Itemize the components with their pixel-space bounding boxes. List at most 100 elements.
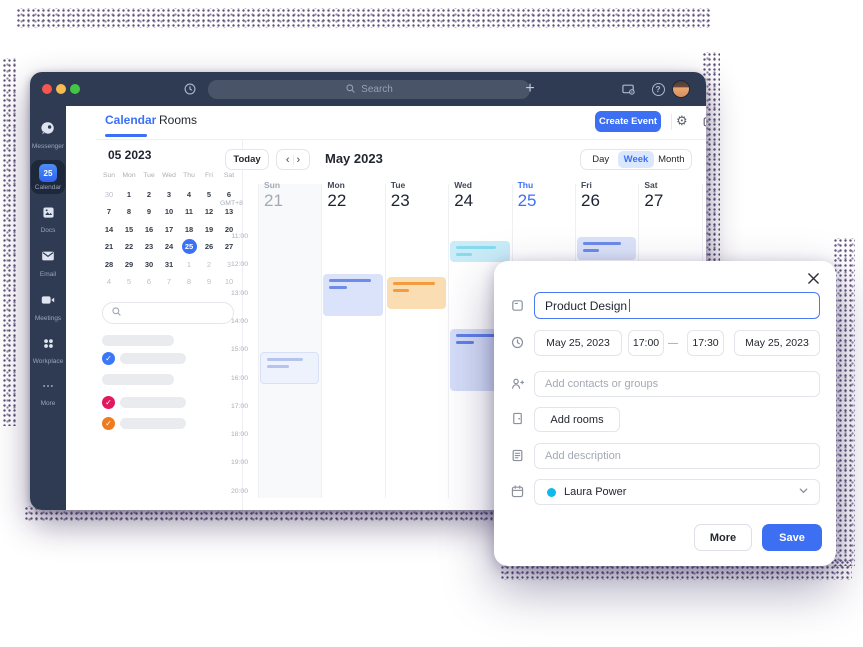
display-settings-icon[interactable] [620, 81, 636, 97]
mini-calendar-date[interactable]: 9 [139, 203, 159, 221]
mini-calendar-date[interactable]: 19 [199, 221, 219, 239]
sidebar-item-email[interactable]: Email [31, 244, 65, 281]
mini-calendar-date[interactable]: 11 [179, 203, 199, 221]
mini-calendar-date[interactable]: 20 [219, 221, 239, 239]
mini-calendar-date[interactable]: 7 [159, 273, 179, 291]
tab-calendar[interactable]: Calendar [105, 113, 157, 127]
mini-calendar-date[interactable]: 2 [139, 186, 159, 204]
mini-calendar-date[interactable]: 31 [159, 256, 179, 274]
end-date-field[interactable]: May 25, 2023 [734, 330, 820, 356]
contacts-input[interactable]: Add contacts or groups [534, 371, 820, 397]
mini-calendar-date[interactable]: 16 [139, 221, 159, 239]
user-avatar[interactable] [672, 80, 690, 98]
sidebar-item-messenger[interactable]: Messenger [31, 116, 65, 153]
save-button[interactable]: Save [762, 524, 822, 551]
week-day-column-header[interactable]: Sun 21 [264, 180, 283, 211]
week-day-column-header[interactable]: Mon 22 [327, 180, 346, 211]
calendar-event[interactable] [450, 241, 510, 263]
mini-calendar-date[interactable]: 30 [139, 256, 159, 274]
add-button[interactable]: + [525, 80, 535, 97]
mini-calendar-date[interactable]: 8 [119, 203, 139, 221]
history-icon[interactable] [182, 81, 198, 97]
mini-calendar-date[interactable]: 4 [99, 273, 119, 291]
week-day-column-header[interactable]: Fri 26 [581, 180, 600, 211]
calendar-event[interactable] [323, 273, 383, 317]
mini-calendar-date[interactable]: 22 [119, 238, 139, 256]
mini-calendar-date[interactable]: 1 [179, 256, 199, 274]
window-zoom-button[interactable] [70, 84, 80, 94]
calendar-owner-select[interactable]: Laura Power [534, 479, 820, 505]
mini-calendar-date[interactable]: 10 [219, 273, 239, 291]
week-day-column-header[interactable]: Thu 25 [518, 180, 537, 211]
mini-calendar-date[interactable]: 15 [119, 221, 139, 239]
mini-calendar-date[interactable]: 21 [99, 238, 119, 256]
tab-rooms[interactable]: Rooms [159, 113, 198, 127]
create-event-button[interactable]: Create Event [595, 111, 661, 132]
mini-calendar-date[interactable]: 1 [119, 186, 139, 204]
mini-calendar-date[interactable]: 18 [179, 221, 199, 239]
mini-calendar-date[interactable]: 8 [179, 273, 199, 291]
calendar-event[interactable] [577, 237, 637, 260]
sidebar-item-meetings[interactable]: Meetings [31, 288, 65, 325]
mini-calendar-date[interactable]: 6 [139, 273, 159, 291]
mini-calendar-date[interactable]: 14 [99, 221, 119, 239]
week-day-column-header[interactable]: Wed 24 [454, 180, 473, 211]
calendar-checkbox[interactable]: ✓ [102, 396, 115, 409]
calendar-list-item[interactable]: ✓ [102, 417, 186, 430]
mini-calendar-date[interactable]: 3 [159, 186, 179, 204]
view-toggle-week[interactable]: Week [618, 151, 654, 168]
mini-calendar-date[interactable]: 7 [99, 203, 119, 221]
week-day-column-header[interactable]: Tue 23 [391, 180, 410, 211]
mini-calendar-date[interactable]: 12 [199, 203, 219, 221]
sidebar-item-more[interactable]: More [31, 375, 65, 410]
mini-calendar-date[interactable]: 30 [99, 186, 119, 204]
mini-calendar-date[interactable]: 29 [119, 256, 139, 274]
mini-calendar-date[interactable]: 2 [199, 256, 219, 274]
end-time-field[interactable]: 17:30 [687, 330, 724, 356]
mini-calendar-date[interactable]: 28 [99, 256, 119, 274]
sidebar-item-workplace[interactable]: Workplace [31, 332, 65, 368]
today-button[interactable]: Today [225, 149, 269, 170]
calendar-checkbox[interactable]: ✓ [102, 417, 115, 430]
gear-icon[interactable]: ⚙ [676, 113, 688, 128]
global-search-input[interactable]: Search [208, 80, 530, 99]
description-input[interactable]: Add description [534, 443, 820, 469]
sidebar-item-calendar[interactable]: 25 Calendar [31, 160, 65, 194]
add-rooms-button[interactable]: Add rooms [534, 407, 620, 432]
prev-week-icon[interactable]: ‹ [285, 153, 290, 166]
mini-calendar-date[interactable]: 17 [159, 221, 179, 239]
calendar-event[interactable] [260, 351, 320, 385]
mini-calendar-date[interactable]: 13 [219, 203, 239, 221]
open-in-window-icon[interactable] [702, 114, 706, 133]
mini-calendar-date[interactable]: 5 [199, 186, 219, 204]
mini-calendar-date[interactable]: 23 [139, 238, 159, 256]
window-minimize-button[interactable] [56, 84, 66, 94]
sidebar-item-docs[interactable]: Docs [31, 201, 65, 237]
event-title-input[interactable]: Product Design [534, 292, 820, 319]
mini-calendar-date[interactable]: 5 [119, 273, 139, 291]
calendar-event[interactable] [386, 276, 447, 310]
mini-calendar-date[interactable]: 10 [159, 203, 179, 221]
help-icon[interactable]: ? [650, 81, 666, 97]
close-icon[interactable] [804, 269, 822, 287]
start-date-field[interactable]: May 25, 2023 [534, 330, 622, 356]
mini-calendar-date[interactable]: 6 [219, 186, 239, 204]
window-close-button[interactable] [42, 84, 52, 94]
mini-calendar-date[interactable]: 3 [219, 256, 239, 274]
mini-calendar-date[interactable]: 27 [219, 238, 239, 256]
calendar-checkbox[interactable]: ✓ [102, 352, 115, 365]
week-day-column-header[interactable]: Sat 27 [644, 180, 663, 211]
mini-calendar-date[interactable]: 9 [199, 273, 219, 291]
mini-calendar-date[interactable]: 24 [159, 238, 179, 256]
mini-calendar-date[interactable]: 4 [179, 186, 199, 204]
more-button[interactable]: More [694, 524, 752, 551]
calendar-list-item[interactable]: ✓ [102, 396, 186, 409]
next-week-icon[interactable]: › [296, 153, 301, 166]
calendar-list-item[interactable]: ✓ [102, 352, 186, 365]
view-toggle-day[interactable]: Day [592, 154, 610, 165]
calendar-search-input[interactable] [102, 302, 234, 324]
start-time-field[interactable]: 17:00 [628, 330, 664, 356]
mini-calendar-date-selected[interactable]: 25 [179, 238, 199, 256]
mini-calendar-date[interactable]: 26 [199, 238, 219, 256]
view-toggle-month[interactable]: Month [658, 154, 685, 165]
